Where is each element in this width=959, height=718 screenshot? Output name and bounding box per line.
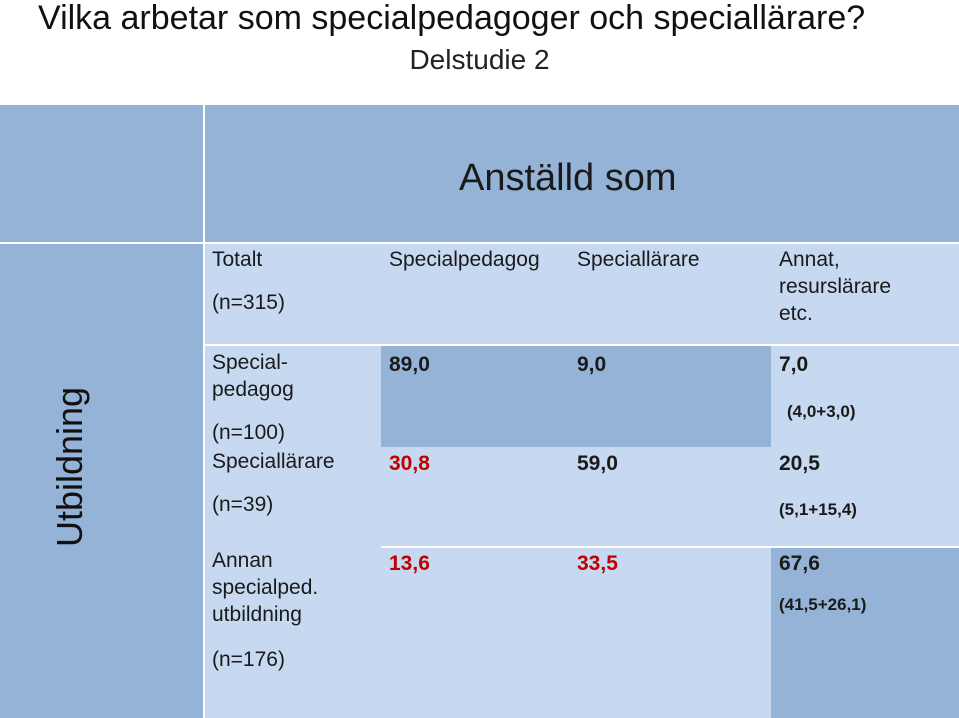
row-3-label-line-3: utbildning: [212, 603, 302, 626]
row-1-value-annat: 7,0: [779, 353, 809, 376]
row-3-label-line-2: specialped.: [212, 576, 319, 599]
table-corner-empty: [0, 105, 203, 242]
column-header-specialpedagog: Specialpedagog: [389, 248, 540, 271]
row-1-value-specialpedagog: 89,0: [389, 353, 430, 376]
column-header-annat-line-3: etc.: [779, 302, 813, 325]
row-2-value-specialpedagog: 30,8: [389, 452, 430, 475]
row-2-value-speciallarare: 59,0: [577, 452, 618, 475]
column-header-annat-line-1: Annat,: [779, 248, 840, 271]
corner-total-label: Totalt: [212, 248, 263, 271]
row-1-annat-cell: 7,0 (4,0+3,0): [771, 344, 959, 447]
row-1-data-cell: 89,0 9,0: [381, 344, 771, 447]
column-header-specialpedagog-speciallarare: Specialpedagog Speciallärare: [381, 242, 771, 344]
row-2-n: (n=39): [212, 493, 274, 516]
row-3-value-specialpedagog: 13,6: [389, 552, 430, 575]
row-group-header: [0, 242, 203, 718]
row-3-label-line-1: Annan: [212, 549, 273, 572]
row-group-header-label: Utbildning: [49, 386, 90, 548]
corner-total-n: (n=315): [212, 291, 285, 314]
corner-total-cell: Totalt (n=315): [203, 242, 381, 344]
row-2-annat-cell: 20,5 (5,1+15,4): [771, 447, 959, 546]
row-2-value-annat: 20,5: [779, 452, 820, 475]
row-2-data-cell: 30,8 59,0: [381, 447, 771, 546]
row-3-data-cell: 13,6 33,5: [381, 546, 771, 718]
row-3-n: (n=176): [212, 648, 285, 671]
row-1-label-line-1: Special-: [212, 351, 288, 374]
column-header-annat: Annat, resurslärare etc.: [771, 242, 959, 344]
column-group-header-label: Anställd som: [459, 157, 677, 199]
row-1-label-line-2: pedagog: [212, 378, 294, 401]
row-3-annat-cell: 67,6 (41,5+26,1): [771, 546, 959, 718]
row-3-value-annat: 67,6: [779, 552, 820, 575]
results-table: Anställd som Utbildning Totalt (n=315) S…: [0, 105, 959, 718]
row-group-header-label-box: Utbildning: [30, 367, 110, 567]
slide-subtitle: Delstudie 2: [409, 44, 550, 75]
row-2-label: Speciallärare: [212, 450, 335, 473]
slide-title: Vilka arbetar som specialpedagoger och s…: [38, 0, 866, 37]
row-1-n: (n=100): [212, 421, 285, 444]
row-3-value-speciallarare: 33,5: [577, 552, 618, 575]
column-header-speciallarare: Speciallärare: [577, 248, 700, 271]
column-group-header: Anställd som: [203, 105, 959, 242]
row-labels-column: Special- pedagog (n=100) Speciallärare (…: [203, 344, 381, 718]
row-1-value-speciallarare: 9,0: [577, 353, 607, 376]
column-header-annat-line-2: resurslärare: [779, 275, 892, 298]
row-3-breakdown: (41,5+26,1): [779, 595, 867, 614]
row-1-breakdown: (4,0+3,0): [787, 402, 856, 421]
row-2-breakdown: (5,1+15,4): [779, 500, 857, 519]
